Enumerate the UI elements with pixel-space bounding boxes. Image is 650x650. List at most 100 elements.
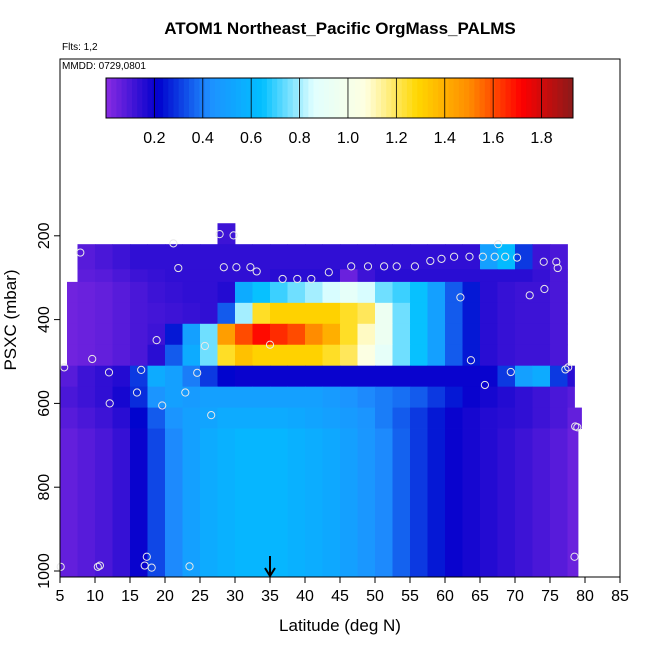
heatmap-cell <box>357 386 376 408</box>
heatmap-cell <box>392 365 411 388</box>
heatmap-cell <box>532 428 551 578</box>
heatmap-cell <box>340 407 358 429</box>
colorbar-segment <box>500 78 507 118</box>
heatmap-cell <box>427 344 446 367</box>
heatmap-cell <box>95 428 113 578</box>
sample-point <box>392 262 401 271</box>
colorbar-segment <box>412 78 418 118</box>
heatmap-cell <box>392 281 411 304</box>
heatmap-cell <box>182 281 201 304</box>
sample-point <box>193 368 202 377</box>
heatmap-cell <box>287 281 306 304</box>
colorbar-segment <box>386 78 392 118</box>
colorbar-segment <box>474 78 481 118</box>
heatmap-cell <box>235 344 253 367</box>
heatmap-cell <box>550 302 568 325</box>
heatmap-cell <box>305 407 323 429</box>
heatmap-cell <box>77 365 96 388</box>
colorbar-segment <box>230 78 237 118</box>
colorbar-segment <box>505 78 512 118</box>
sample-point <box>105 399 114 408</box>
colorbar-tick-label: 1.6 <box>482 130 504 147</box>
heatmap-cell <box>165 365 183 388</box>
colorbar-segment <box>484 78 491 118</box>
heatmap-cell <box>130 323 148 346</box>
x-tick-label: 20 <box>156 588 174 605</box>
sample-point <box>158 401 167 410</box>
x-tick-label: 65 <box>471 588 489 605</box>
heatmap-cell <box>77 323 96 346</box>
colorbar-segment <box>297 78 304 118</box>
heatmap-cell <box>462 386 481 408</box>
heatmap-cell <box>217 281 236 304</box>
heatmap-cell <box>462 407 481 429</box>
heatmap-cell <box>340 386 358 408</box>
heatmap-cell <box>427 365 446 388</box>
heatmap-cell <box>287 365 306 388</box>
heatmap-cell <box>217 223 236 245</box>
heatmap-cell <box>95 269 113 283</box>
heatmap-cell <box>130 386 148 408</box>
x-tick-label: 80 <box>576 588 594 605</box>
colorbar-segment <box>557 78 564 118</box>
sample-point <box>252 267 261 276</box>
heatmap-cell <box>550 386 568 408</box>
colorbar-segment <box>432 78 439 118</box>
heatmap-cell <box>147 386 166 408</box>
sample-point <box>307 274 316 284</box>
heatmap-cell <box>165 302 183 325</box>
heatmap-cell <box>287 302 306 325</box>
heatmap-cell <box>60 428 78 578</box>
heatmap-cell <box>147 344 166 367</box>
sample-point <box>363 262 373 271</box>
arrow-head <box>264 567 276 578</box>
heatmap-cell <box>480 244 498 270</box>
heatmap-cell <box>357 407 376 429</box>
heatmap-cell <box>165 344 183 367</box>
colorbar-segment <box>495 78 501 118</box>
colorbar-segment <box>137 78 143 118</box>
heatmap-cell <box>60 407 78 429</box>
heatmap-cell <box>357 323 376 346</box>
heatmap-cell <box>270 323 288 346</box>
heatmap-cell <box>462 344 481 367</box>
heatmap-cell <box>305 269 323 283</box>
colorbar-segment <box>339 78 346 118</box>
heatmap-cell <box>357 281 376 304</box>
colorbar-segment <box>360 78 366 118</box>
colorbar-segment <box>438 78 444 118</box>
heatmap-cell <box>130 428 148 578</box>
heatmap-cell <box>392 344 411 367</box>
heatmap-cell <box>480 302 498 325</box>
heatmap-cell <box>322 323 341 346</box>
x-tick-label: 10 <box>86 588 104 605</box>
heatmap-cell <box>112 386 131 408</box>
colorbar-segment <box>266 78 273 118</box>
colorbar-segment <box>308 78 315 118</box>
sample-point <box>501 252 510 261</box>
heatmap-cell <box>322 428 341 578</box>
heatmap-cell <box>550 407 568 429</box>
heatmap-cell <box>497 386 516 408</box>
heatmap-cell <box>130 244 148 270</box>
heatmap-cell <box>95 407 113 429</box>
colorbar-segment <box>365 78 372 118</box>
colorbar-segment <box>168 78 174 118</box>
heatmap-cell <box>217 344 236 367</box>
latitude-marker <box>264 556 276 578</box>
x-tick-label: 5 <box>56 588 65 605</box>
sample-point <box>540 284 549 294</box>
heatmap-cell <box>287 428 306 578</box>
heatmap-cell <box>305 323 323 346</box>
sample-point <box>142 552 151 561</box>
heatmap-cell <box>270 386 288 408</box>
sample-point <box>137 365 146 374</box>
heatmap-cell <box>550 281 568 304</box>
colorbar-tick-label: 0.2 <box>143 130 165 147</box>
heatmap-cell <box>95 323 113 346</box>
x-tick-label: 30 <box>226 588 244 605</box>
heatmap-cell <box>252 344 271 367</box>
heatmap-cell <box>252 428 271 578</box>
heatmap-cell <box>130 365 148 388</box>
sample-point <box>465 252 474 261</box>
